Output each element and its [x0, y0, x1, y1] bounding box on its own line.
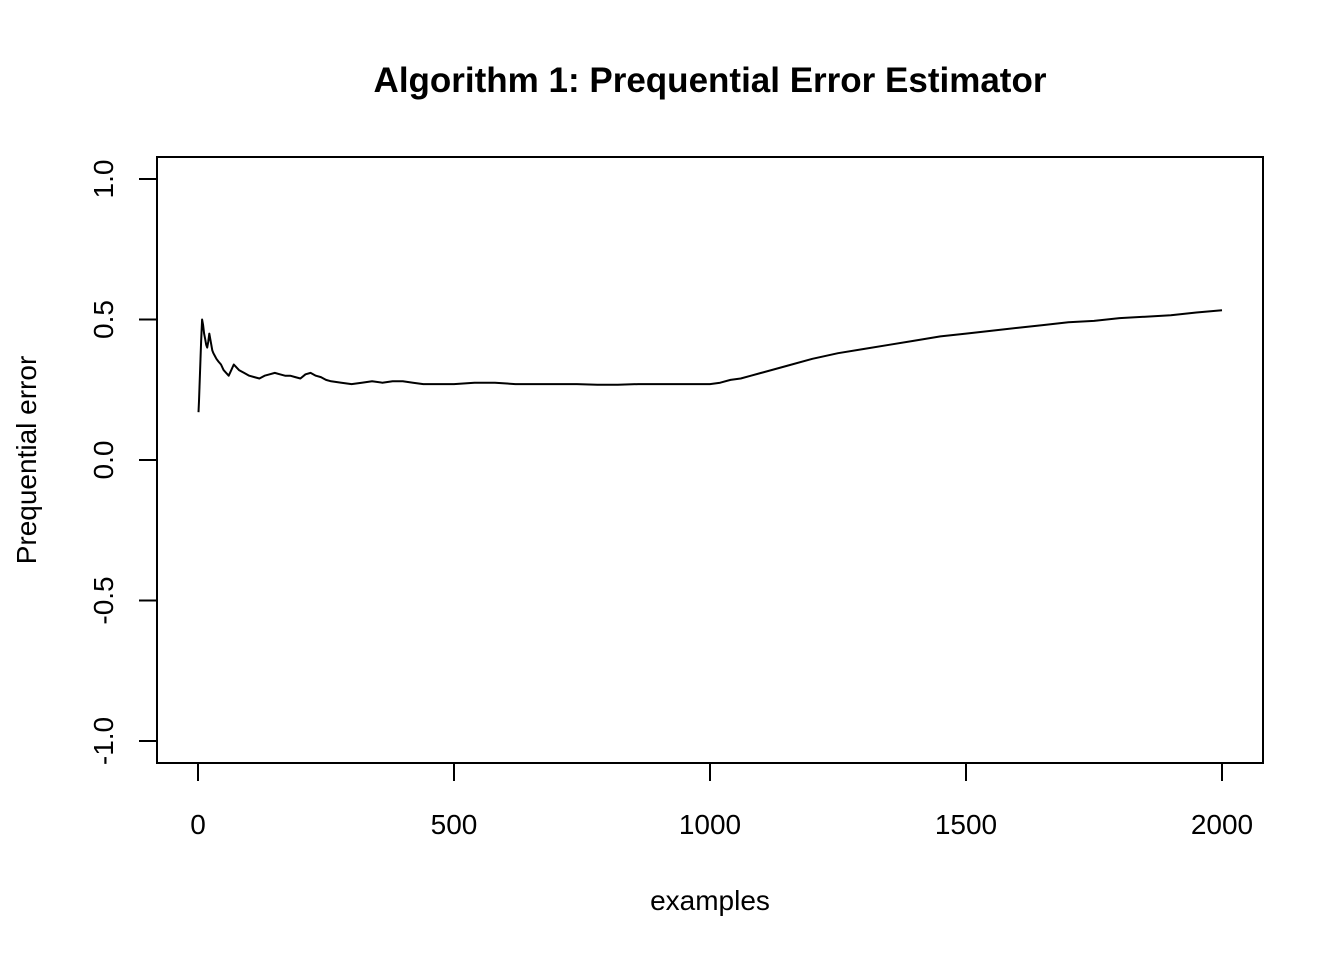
x-tick-label: 1500	[935, 809, 997, 840]
y-tick-label: 0.5	[88, 300, 119, 339]
y-axis: -1.0 -0.5 0.0 0.5 1.0	[88, 160, 158, 765]
y-tick-label: 0.0	[88, 441, 119, 480]
y-tick-label: -1.0	[88, 717, 119, 765]
series-line-0	[197, 309, 1223, 413]
x-axis: 0 500 1000 1500 2000	[190, 762, 1253, 840]
x-tick-label: 2000	[1191, 809, 1253, 840]
series-layer	[197, 309, 1223, 413]
y-axis-label: Prequential error	[11, 356, 42, 565]
plot-area-frame	[156, 156, 1264, 764]
x-tick-label: 500	[431, 809, 478, 840]
chart-title: Algorithm 1: Prequential Error Estimator	[374, 61, 1047, 100]
x-axis-label: examples	[650, 885, 770, 916]
y-tick-label: 1.0	[88, 160, 119, 199]
x-tick-label: 0	[190, 809, 206, 840]
x-tick-label: 1000	[679, 809, 741, 840]
y-tick-label: -0.5	[88, 576, 119, 624]
